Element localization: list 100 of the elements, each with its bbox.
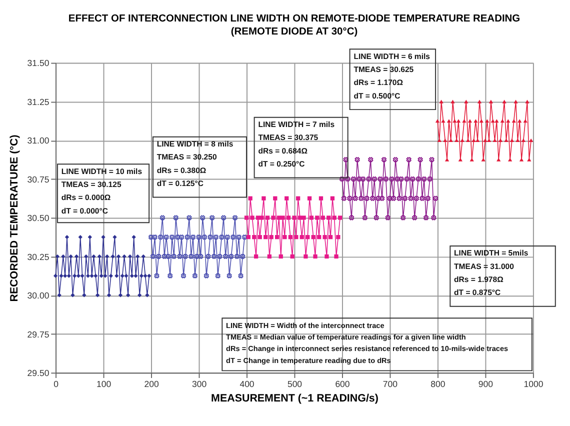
point xyxy=(162,254,167,259)
point xyxy=(86,274,90,278)
point xyxy=(304,254,308,259)
point xyxy=(500,119,504,123)
point xyxy=(412,215,418,220)
point xyxy=(228,254,234,259)
point xyxy=(398,176,404,182)
point xyxy=(431,215,436,220)
point xyxy=(271,216,276,220)
point xyxy=(234,254,240,259)
point xyxy=(521,138,526,142)
point xyxy=(318,196,324,200)
point xyxy=(68,254,73,259)
point xyxy=(358,196,364,201)
point xyxy=(466,138,470,142)
point xyxy=(147,274,152,278)
point xyxy=(356,176,362,182)
point xyxy=(70,293,75,298)
point xyxy=(420,196,425,201)
point xyxy=(265,216,270,220)
point xyxy=(360,176,366,182)
point xyxy=(464,100,468,104)
point xyxy=(510,138,514,142)
point xyxy=(200,215,206,220)
point xyxy=(110,254,115,259)
point xyxy=(230,234,236,240)
point xyxy=(418,157,423,162)
point xyxy=(315,216,320,220)
point xyxy=(288,235,293,240)
x-tick-label: 400 xyxy=(240,378,254,389)
annotation: LINE WIDTH = 7 mils TMEAS = 30.375 dRs = 0.684Ω dT = 0.250°C xyxy=(258,120,336,169)
point xyxy=(273,196,278,200)
point xyxy=(66,274,71,278)
point xyxy=(322,235,327,240)
point xyxy=(518,119,522,123)
y-tick-label: 30.50 xyxy=(27,213,50,224)
point xyxy=(347,196,352,201)
point xyxy=(380,196,385,201)
point xyxy=(332,216,336,220)
point xyxy=(529,138,534,142)
point xyxy=(328,235,333,240)
point xyxy=(224,234,230,240)
point xyxy=(82,293,86,298)
point xyxy=(92,254,96,259)
point xyxy=(158,234,164,240)
point xyxy=(488,100,494,104)
point xyxy=(448,138,453,142)
point xyxy=(429,157,434,162)
y-tick-label: 29.75 xyxy=(27,329,50,340)
point xyxy=(269,235,274,240)
point xyxy=(425,196,430,201)
point xyxy=(267,254,272,259)
point xyxy=(166,254,171,259)
point xyxy=(341,196,346,201)
point xyxy=(514,100,518,104)
point xyxy=(443,138,448,142)
point xyxy=(154,273,160,278)
x-tick-label: 500 xyxy=(287,378,302,389)
point xyxy=(177,254,182,259)
point xyxy=(460,138,464,142)
point xyxy=(378,176,383,182)
point xyxy=(120,274,124,278)
point xyxy=(186,215,192,220)
point xyxy=(258,235,262,240)
point xyxy=(112,235,117,240)
point xyxy=(324,254,329,259)
annotation: LINE WIDTH = 6 mils TMEAS = 30.625 dRs = 1.170Ω dT = 0.500°C xyxy=(354,52,431,100)
point xyxy=(416,176,421,182)
point xyxy=(238,273,244,278)
x-axis-title: MEASUREMENT (~1 READING/s) xyxy=(211,392,379,404)
point xyxy=(523,119,528,123)
point xyxy=(296,196,300,200)
point xyxy=(278,254,283,259)
point xyxy=(468,119,472,123)
point xyxy=(385,215,390,220)
point xyxy=(525,100,530,104)
point xyxy=(215,273,220,278)
point xyxy=(433,196,438,201)
y-tick-label: 31.25 xyxy=(27,96,50,107)
point xyxy=(400,215,406,220)
point xyxy=(143,274,148,278)
point xyxy=(184,234,190,240)
point xyxy=(132,235,136,240)
point xyxy=(90,274,94,278)
point xyxy=(350,176,356,182)
point xyxy=(192,273,198,278)
point xyxy=(169,234,175,240)
point xyxy=(387,196,392,201)
point xyxy=(470,158,474,162)
point xyxy=(326,216,331,220)
point xyxy=(105,254,110,259)
annotation: LINE WIDTH = 8 mils TMEAS = 30.250 dRs = 0.380Ω dT = 0.125°C xyxy=(156,140,234,188)
point xyxy=(498,138,503,142)
point xyxy=(206,254,211,259)
point xyxy=(248,196,252,200)
point xyxy=(330,196,335,200)
point xyxy=(392,157,398,162)
point xyxy=(452,119,457,123)
point xyxy=(152,234,158,240)
point xyxy=(364,196,370,201)
